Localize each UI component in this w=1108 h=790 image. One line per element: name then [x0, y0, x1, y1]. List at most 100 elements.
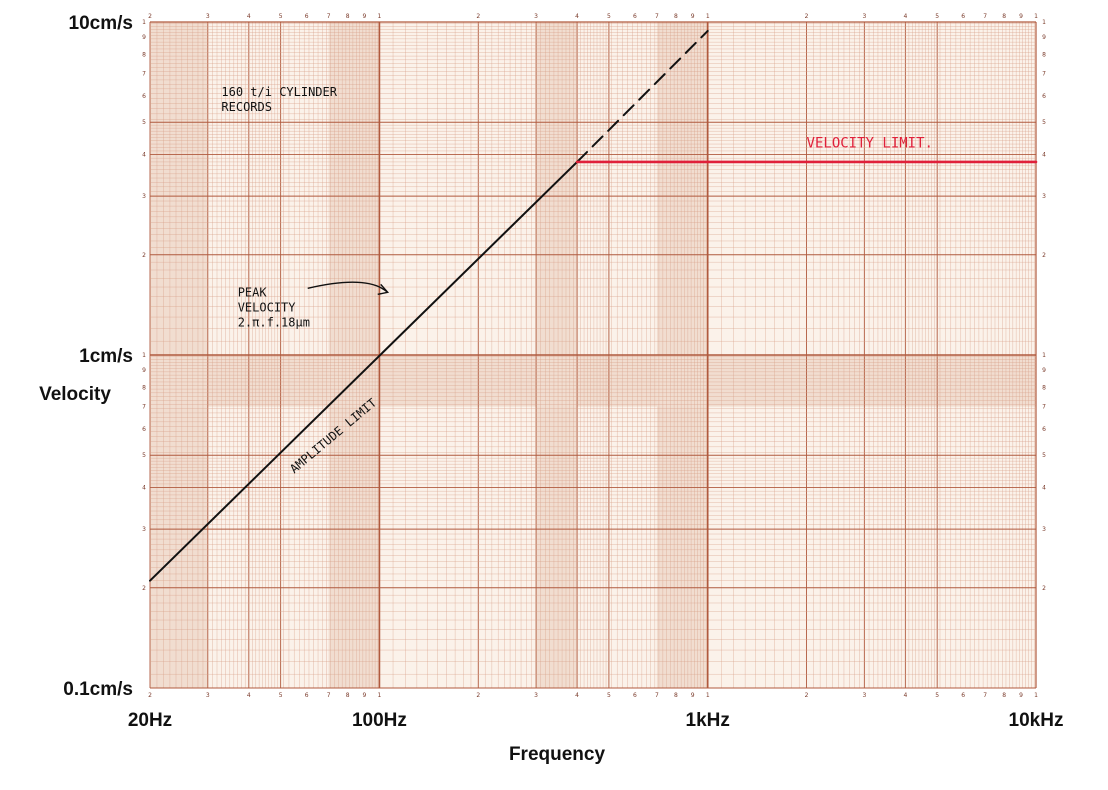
paper-number: 9: [691, 13, 695, 20]
x-tick-label: 10kHz: [1009, 710, 1064, 731]
paper-number: 8: [346, 692, 350, 699]
paper-number: 8: [1042, 51, 1046, 58]
y-tick-label: 0.1cm/s: [63, 679, 133, 700]
paper-number: 5: [935, 692, 939, 699]
peak-velocity-arrow: [307, 281, 389, 293]
paper-number: 5: [279, 13, 283, 20]
paper-number: 6: [142, 426, 146, 433]
paper-number: 4: [575, 692, 579, 699]
paper-number: 9: [142, 34, 146, 41]
paper-number: 9: [691, 692, 695, 699]
paper-number: 9: [1042, 367, 1046, 374]
y-axis-title: Velocity: [39, 384, 111, 405]
series-line-1: [149, 160, 579, 582]
paper-number: 5: [279, 692, 283, 699]
graph-paper: 2233445566778899112233445566778899112233…: [142, 13, 1046, 699]
paper-number: 7: [142, 404, 146, 411]
paper-number: 8: [1042, 384, 1046, 391]
annotation-line: RECORDS: [221, 100, 272, 114]
paper-number: 1: [1034, 13, 1038, 20]
paper-number: 8: [346, 13, 350, 20]
paper-number: 1: [378, 692, 382, 699]
paper-number: 2: [142, 585, 146, 592]
paper-number: 8: [1002, 692, 1006, 699]
paper-number: 1: [706, 13, 710, 20]
paper-number: 5: [607, 692, 611, 699]
x-tick-label: 20Hz: [128, 710, 172, 731]
paper-number: 6: [142, 93, 146, 100]
paper-number: 9: [1042, 34, 1046, 41]
paper-number: 1: [1042, 19, 1046, 26]
paper-number: 7: [655, 13, 659, 20]
paper-number: 5: [1042, 452, 1046, 459]
paper-number: 9: [363, 692, 367, 699]
y-tick-label: 1cm/s: [79, 346, 133, 367]
paper-number: 5: [935, 13, 939, 20]
paper-number: 7: [327, 692, 331, 699]
paper-number: 3: [1042, 526, 1046, 533]
paper-number: 6: [633, 692, 637, 699]
paper-number: 6: [961, 692, 965, 699]
paper-number: 6: [1042, 93, 1046, 100]
paper-number: 6: [633, 13, 637, 20]
series-line-2: [576, 29, 709, 163]
paper-number: 3: [862, 13, 866, 20]
x-axis-title: Frequency: [509, 744, 606, 765]
annotation-line: VELOCITY: [238, 300, 297, 314]
annotation-line: 2.π.f.18µm: [238, 315, 310, 329]
paper-number: 7: [983, 692, 987, 699]
paper-number: 9: [1019, 13, 1023, 20]
paper-band: [150, 355, 1036, 407]
paper-number: 3: [142, 193, 146, 200]
paper-number: 3: [534, 13, 538, 20]
paper-number: 4: [1042, 485, 1046, 492]
paper-number: 8: [142, 384, 146, 391]
annotation-line: 160 t/i CYLINDER: [221, 85, 337, 99]
paper-number: 6: [305, 13, 309, 20]
paper-number: 4: [247, 692, 251, 699]
paper-number: 7: [655, 692, 659, 699]
x-tick-label: 100Hz: [352, 710, 407, 731]
paper-number: 4: [1042, 152, 1046, 159]
paper-number: 8: [1002, 13, 1006, 20]
paper-number: 4: [903, 13, 907, 20]
paper-number: 3: [142, 526, 146, 533]
paper-number: 3: [206, 13, 210, 20]
paper-number: 1: [1042, 352, 1046, 359]
series-layer: [149, 29, 1038, 582]
paper-number: 3: [862, 692, 866, 699]
paper-number: 9: [1019, 692, 1023, 699]
x-tick-label: 1kHz: [686, 710, 730, 731]
paper-number: 5: [607, 13, 611, 20]
paper-number: 1: [1034, 692, 1038, 699]
annotation-4: VELOCITY LIMIT.: [807, 135, 933, 151]
paper-number: 2: [142, 252, 146, 259]
paper-number: 4: [247, 13, 251, 20]
paper-number: 9: [142, 367, 146, 374]
paper-number: 3: [534, 692, 538, 699]
paper-number: 2: [805, 692, 809, 699]
annotation-line: PEAK: [238, 285, 268, 299]
paper-number: 7: [1042, 71, 1046, 78]
paper-number: 3: [206, 692, 210, 699]
paper-number: 8: [142, 51, 146, 58]
paper-number: 5: [1042, 119, 1046, 126]
paper-number: 5: [142, 452, 146, 459]
paper-number: 2: [148, 692, 152, 699]
paper-number: 3: [1042, 193, 1046, 200]
paper-number: 7: [327, 13, 331, 20]
paper-number: 5: [142, 119, 146, 126]
paper-number: 2: [476, 692, 480, 699]
paper-number: 2: [148, 13, 152, 20]
paper-number: 2: [805, 13, 809, 20]
paper-number: 7: [1042, 404, 1046, 411]
paper-number: 2: [1042, 585, 1046, 592]
paper-number: 7: [142, 71, 146, 78]
y-tick-label: 10cm/s: [69, 13, 133, 34]
arrow-head: [377, 283, 390, 296]
paper-number: 2: [1042, 252, 1046, 259]
paper-number: 8: [674, 692, 678, 699]
